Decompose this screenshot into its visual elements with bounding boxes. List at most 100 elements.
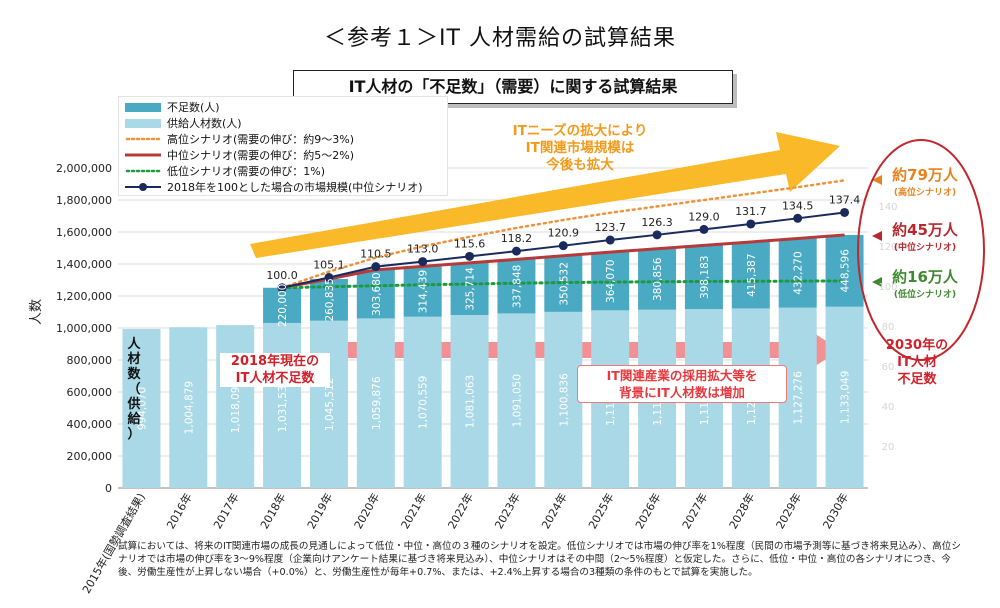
y-tick-label: 0 [105,482,112,495]
high-scenario-line [280,179,846,290]
shortage-bar [684,245,723,310]
y-tick-label: 400,000 [67,418,113,431]
y-tick-label: 1,400,000 [56,258,112,271]
y-tick-label: 1,800,000 [56,194,112,207]
supply-bar [169,327,208,488]
y-tick-label: 2,000,000 [56,162,112,175]
supply-label: 1,091,050 [511,374,523,427]
shortage-bar [356,269,395,319]
x-tick-label: 2027年 [679,491,711,532]
low-scenario-value: 約16万人 (低位シナリオ) [880,266,970,300]
shortage-label: 364,070 [605,260,617,303]
market-index-point [465,251,475,261]
shortage-label: 415,387 [746,253,758,296]
data-labels: 994,070 1,004,879 1,018,099 220,000 1,031,53… [136,193,860,434]
supply-label: 1,059,876 [371,376,383,430]
market-index-label: 123.7 [594,221,626,234]
legend-swatch [125,153,161,157]
supply-char-1: 人 [127,337,141,352]
market-index-point [652,230,662,240]
high-value: 約79万人 [892,166,958,184]
shortage-bar [778,238,817,308]
x-tick-label: 2028年 [726,491,758,532]
legend-item: 不足数(人) [125,99,441,115]
x-tick-label: 2030年 [820,491,852,532]
supply-char-2: 材 [127,352,141,367]
shortage-2030-line-2: IT人材 [897,355,937,370]
legend-swatch [125,183,161,191]
supply-bar [216,325,255,488]
shortage-label: 260,835 [324,278,336,321]
legend-swatch [125,169,161,173]
supply-label: 1,018,099 [230,380,242,433]
shortage-label: 220,000 [277,284,289,327]
shortage-label: 325,714 [465,267,477,311]
low-scenario-line [280,279,847,290]
right-tick-label: 120 [878,242,897,253]
mid-value: 約45万人 [892,221,958,239]
legend-item: 2018年を100とした場合の市場規模(中位シナリオ) [125,179,441,195]
market-index-point [840,207,850,217]
supply-char-5: 供 [127,397,141,412]
legend-item: 中位シナリオ(需要の伸び：約5～2%) [125,147,441,163]
legend-label: 低位シナリオ(需要の伸び：1%) [167,165,326,178]
supply-vertical-label: 人 材 数 （ 供 給 ） [124,337,144,442]
market-index-label: 120.9 [548,227,580,240]
shortage-2030-line-1: 2030年の [885,338,949,353]
legend-item: 供給人材数(人) [125,115,441,131]
shortage-2018-line-2: IT人材不足数 [235,371,315,386]
swatch-marker [139,183,147,191]
legend-item: 低位シナリオ(需要の伸び：1%) [125,163,441,179]
market-index-label: 129.0 [688,210,720,223]
page-title: ＜参考１＞IT 人材需給の試算結果 [324,26,676,51]
right-tick-label: 40 [882,402,895,413]
right-tick-label: 140 [878,202,897,213]
mid-label: (中位シナリオ) [893,243,957,253]
orange-trend-arrow [250,132,840,258]
legend-label: 高位シナリオ(需要の伸び：約9～3%) [167,133,355,146]
supply-bar [450,315,489,488]
shortage-label: 337,848 [511,265,523,308]
legend-item: 高位シナリオ(需要の伸び：約9～3%) [125,131,441,147]
supply-char-6: 給 [127,412,141,427]
x-tick-label: 2018年 [257,491,289,532]
shortage-bar [638,248,677,310]
shortage-2030-callout: 2030年の IT人材 不足数 [872,337,962,388]
x-tick-label: 2019年 [304,491,336,532]
supply-bar [497,313,536,488]
supply-char-7: ） [127,427,141,442]
shortage-label: 380,856 [652,257,664,301]
market-index-label: 115.6 [454,237,486,250]
market-index-point [793,213,803,223]
market-index-label: 113.0 [407,243,439,256]
swatch-bar [125,103,161,112]
x-tick-label: 2021年 [398,491,430,532]
legend-label: 供給人材数(人) [167,117,242,130]
right-tick-label: 20 [882,442,895,453]
supply-label: 994,070 [136,387,148,430]
market-index-point [324,272,334,282]
swatch-bar [125,119,161,128]
highlight-ellipse [857,139,985,361]
market-index-label: 126.3 [641,216,673,229]
x-tick-label: 2023年 [491,491,523,532]
shortage-2018-line-1: 2018年現在の [230,354,320,369]
market-index-label: 105.1 [313,258,345,271]
right-tick-label: 60 [882,362,895,373]
it-needs-line-3: 今後も拡大 [546,157,614,173]
shortage-bar [263,287,302,323]
supply-label: 1,133,049 [840,371,852,424]
hiring-callout: IT関連産業の採用拡大等を 背景にIT人材数は増加 [577,365,787,403]
market-index-label: 110.5 [360,248,392,261]
legend: 不足数(人) 供給人材数(人) 高位シナリオ(需要の伸び：約9～3%) 中位シナリオ(… [118,96,448,196]
mid-arrowhead [872,231,882,241]
supply-bar [544,311,583,488]
market-index-point [605,235,615,245]
y-tick-label: 600,000 [67,386,113,399]
supply-label: 1,081,063 [465,375,477,428]
x-tick-label: 2022年 [445,491,477,532]
x-tick-label: 2029年 [773,491,805,532]
scenario-lines [277,175,882,293]
shortage-label: 314,439 [418,270,430,313]
shortage-2018-callout: 2018年現在の IT人材不足数 [220,353,330,387]
